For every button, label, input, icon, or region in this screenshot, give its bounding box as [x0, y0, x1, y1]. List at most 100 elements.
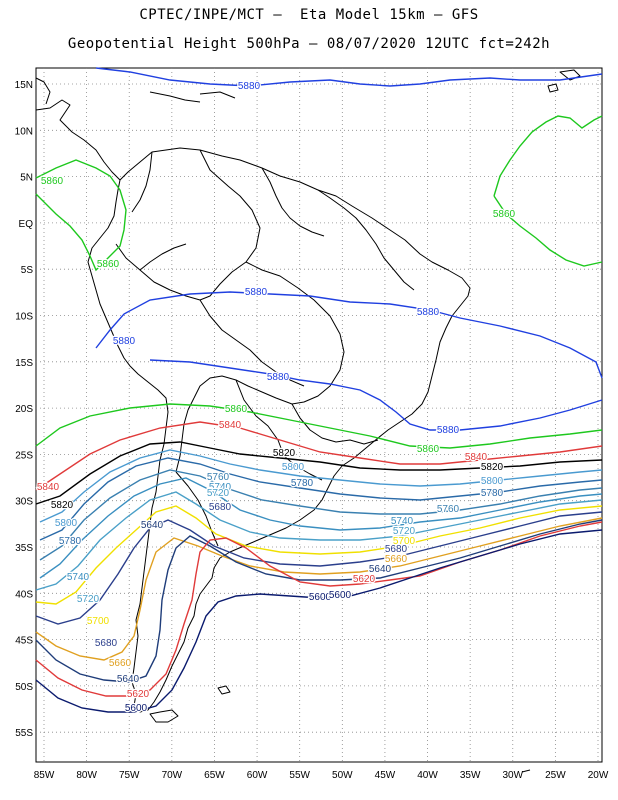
contour-labels: 5880 5880 5880 5880 5880 5880 5860 5860 5860 5860…: [36, 80, 517, 716]
contour-label: 5780: [59, 536, 82, 547]
latitude-label: 5N: [20, 173, 33, 184]
longitude-label: 40W: [417, 770, 438, 781]
contour-label: 5880: [437, 425, 460, 436]
longitude-labels: 85W 80W 75W 70W 65W 60W 55W 50W 45W 40W 35W 30W 25W 2…: [34, 770, 609, 781]
contour-label: 5860: [97, 259, 120, 270]
contour-label: 5860: [493, 209, 516, 220]
contour-label: 5640: [117, 674, 140, 685]
longitude-label: 20W: [588, 770, 609, 781]
contour-label: 5860: [417, 444, 440, 455]
contour-label: 5820: [481, 462, 504, 473]
contour-5860-ne2: [493, 195, 603, 267]
contour-label: 5860: [225, 404, 248, 415]
contour-5700: [35, 505, 603, 605]
latitude-label: 45S: [15, 636, 33, 647]
contour-5620: [35, 521, 603, 697]
contour-label: 5680: [385, 544, 408, 555]
latitude-label: 5S: [21, 265, 34, 276]
latitude-labels: 15N 10N 5N EQ 5S 10S 15S 20S 25S 30S 35S 40S 45S 50S 5…: [15, 80, 34, 739]
latitude-label: 25S: [15, 450, 33, 461]
longitude-label: 55W: [289, 770, 310, 781]
longitude-label: 60W: [247, 770, 268, 781]
contour-label: 5760: [437, 504, 460, 515]
map-subtitle: Geopotential Height 500hPa – 08/07/2020 …: [67, 36, 551, 52]
latitude-label: 20S: [15, 404, 33, 415]
contour-label: 5880: [267, 372, 290, 383]
longitude-label: 35W: [460, 770, 481, 781]
contour-label: 5600: [309, 592, 332, 603]
latitude-label: 15S: [15, 358, 33, 369]
contour-label: 5740: [67, 572, 90, 583]
contour-label: 5700: [393, 536, 416, 547]
contour-5720: [35, 491, 603, 591]
contour-label: 5720: [77, 594, 100, 605]
latitude-label: 30S: [15, 497, 33, 508]
contour-label: 5840: [219, 420, 242, 431]
contour-label: 5800: [55, 518, 78, 529]
contour-5680: [35, 511, 603, 625]
contour-label: 5660: [385, 554, 408, 565]
map-title: CPTEC/INPE/MCT – Eta Model 15km – GFS: [139, 7, 479, 23]
longitude-label: 50W: [332, 770, 353, 781]
contour-label: 5880: [417, 307, 440, 318]
longitude-label: 85W: [34, 770, 55, 781]
contour-label: 5660: [109, 658, 132, 669]
height-contours: [35, 67, 603, 713]
contour-label: 5740: [391, 516, 414, 527]
contour-5860-main: [35, 403, 603, 449]
longitude-label: 70W: [162, 770, 183, 781]
contour-label: 5820: [51, 500, 74, 511]
contour-5860-ne: [493, 115, 603, 197]
contour-label: 5680: [209, 502, 232, 513]
contour-label: 5680: [95, 638, 118, 649]
latitude-label: 50S: [15, 682, 33, 693]
contour-label: 5740: [209, 482, 232, 493]
contour-label: 5760: [207, 472, 230, 483]
contour-label: 5780: [291, 478, 314, 489]
contour-5840: [35, 421, 603, 491]
contour-label: 5800: [282, 462, 305, 473]
contour-label: 5840: [465, 452, 488, 463]
contour-label: 5880: [238, 81, 261, 92]
latitude-label: 35S: [15, 543, 33, 554]
contour-label: 5840: [37, 482, 60, 493]
contour-5880-north: [95, 67, 603, 87]
contour-label: 5600: [329, 590, 352, 601]
longitude-label: 65W: [204, 770, 225, 781]
contour-label: 5620: [127, 689, 150, 700]
contour-5820: [35, 441, 603, 505]
contour-5880-south: [95, 291, 603, 379]
longitude-label: 30W: [502, 770, 523, 781]
longitude-label: 80W: [76, 770, 97, 781]
map-frame: [35, 67, 603, 763]
contour-5800: [39, 449, 603, 523]
contour-label: 5600: [125, 703, 148, 714]
contour-label: 5780: [481, 488, 504, 499]
latitude-label: 40S: [15, 589, 33, 600]
contour-label: 5640: [141, 520, 164, 531]
latitude-label: 55S: [15, 728, 33, 739]
contour-5860-nw: [35, 159, 127, 272]
longitude-label: 45W: [375, 770, 396, 781]
contour-label: 5720: [393, 526, 416, 537]
latitude-label: 10S: [15, 312, 33, 323]
contour-5760: [39, 469, 603, 561]
contour-5600: [35, 529, 603, 713]
contour-label: 5880: [113, 336, 136, 347]
contour-5880-loop: [149, 359, 603, 431]
longitude-label: 75W: [119, 770, 140, 781]
latitude-label: EQ: [19, 219, 34, 230]
contour-5740: [39, 477, 603, 579]
latitude-label: 10N: [15, 126, 33, 137]
contour-5660: [35, 517, 603, 661]
longitude-label: 25W: [545, 770, 566, 781]
contour-label: 5820: [273, 448, 296, 459]
contour-label: 5640: [369, 564, 392, 575]
contour-5780: [39, 457, 603, 541]
contour-label: 5800: [481, 476, 504, 487]
contour-label: 5720: [207, 488, 230, 499]
latitude-label: 15N: [15, 80, 33, 91]
contour-label: 5880: [245, 287, 268, 298]
contour-5640: [35, 519, 603, 683]
